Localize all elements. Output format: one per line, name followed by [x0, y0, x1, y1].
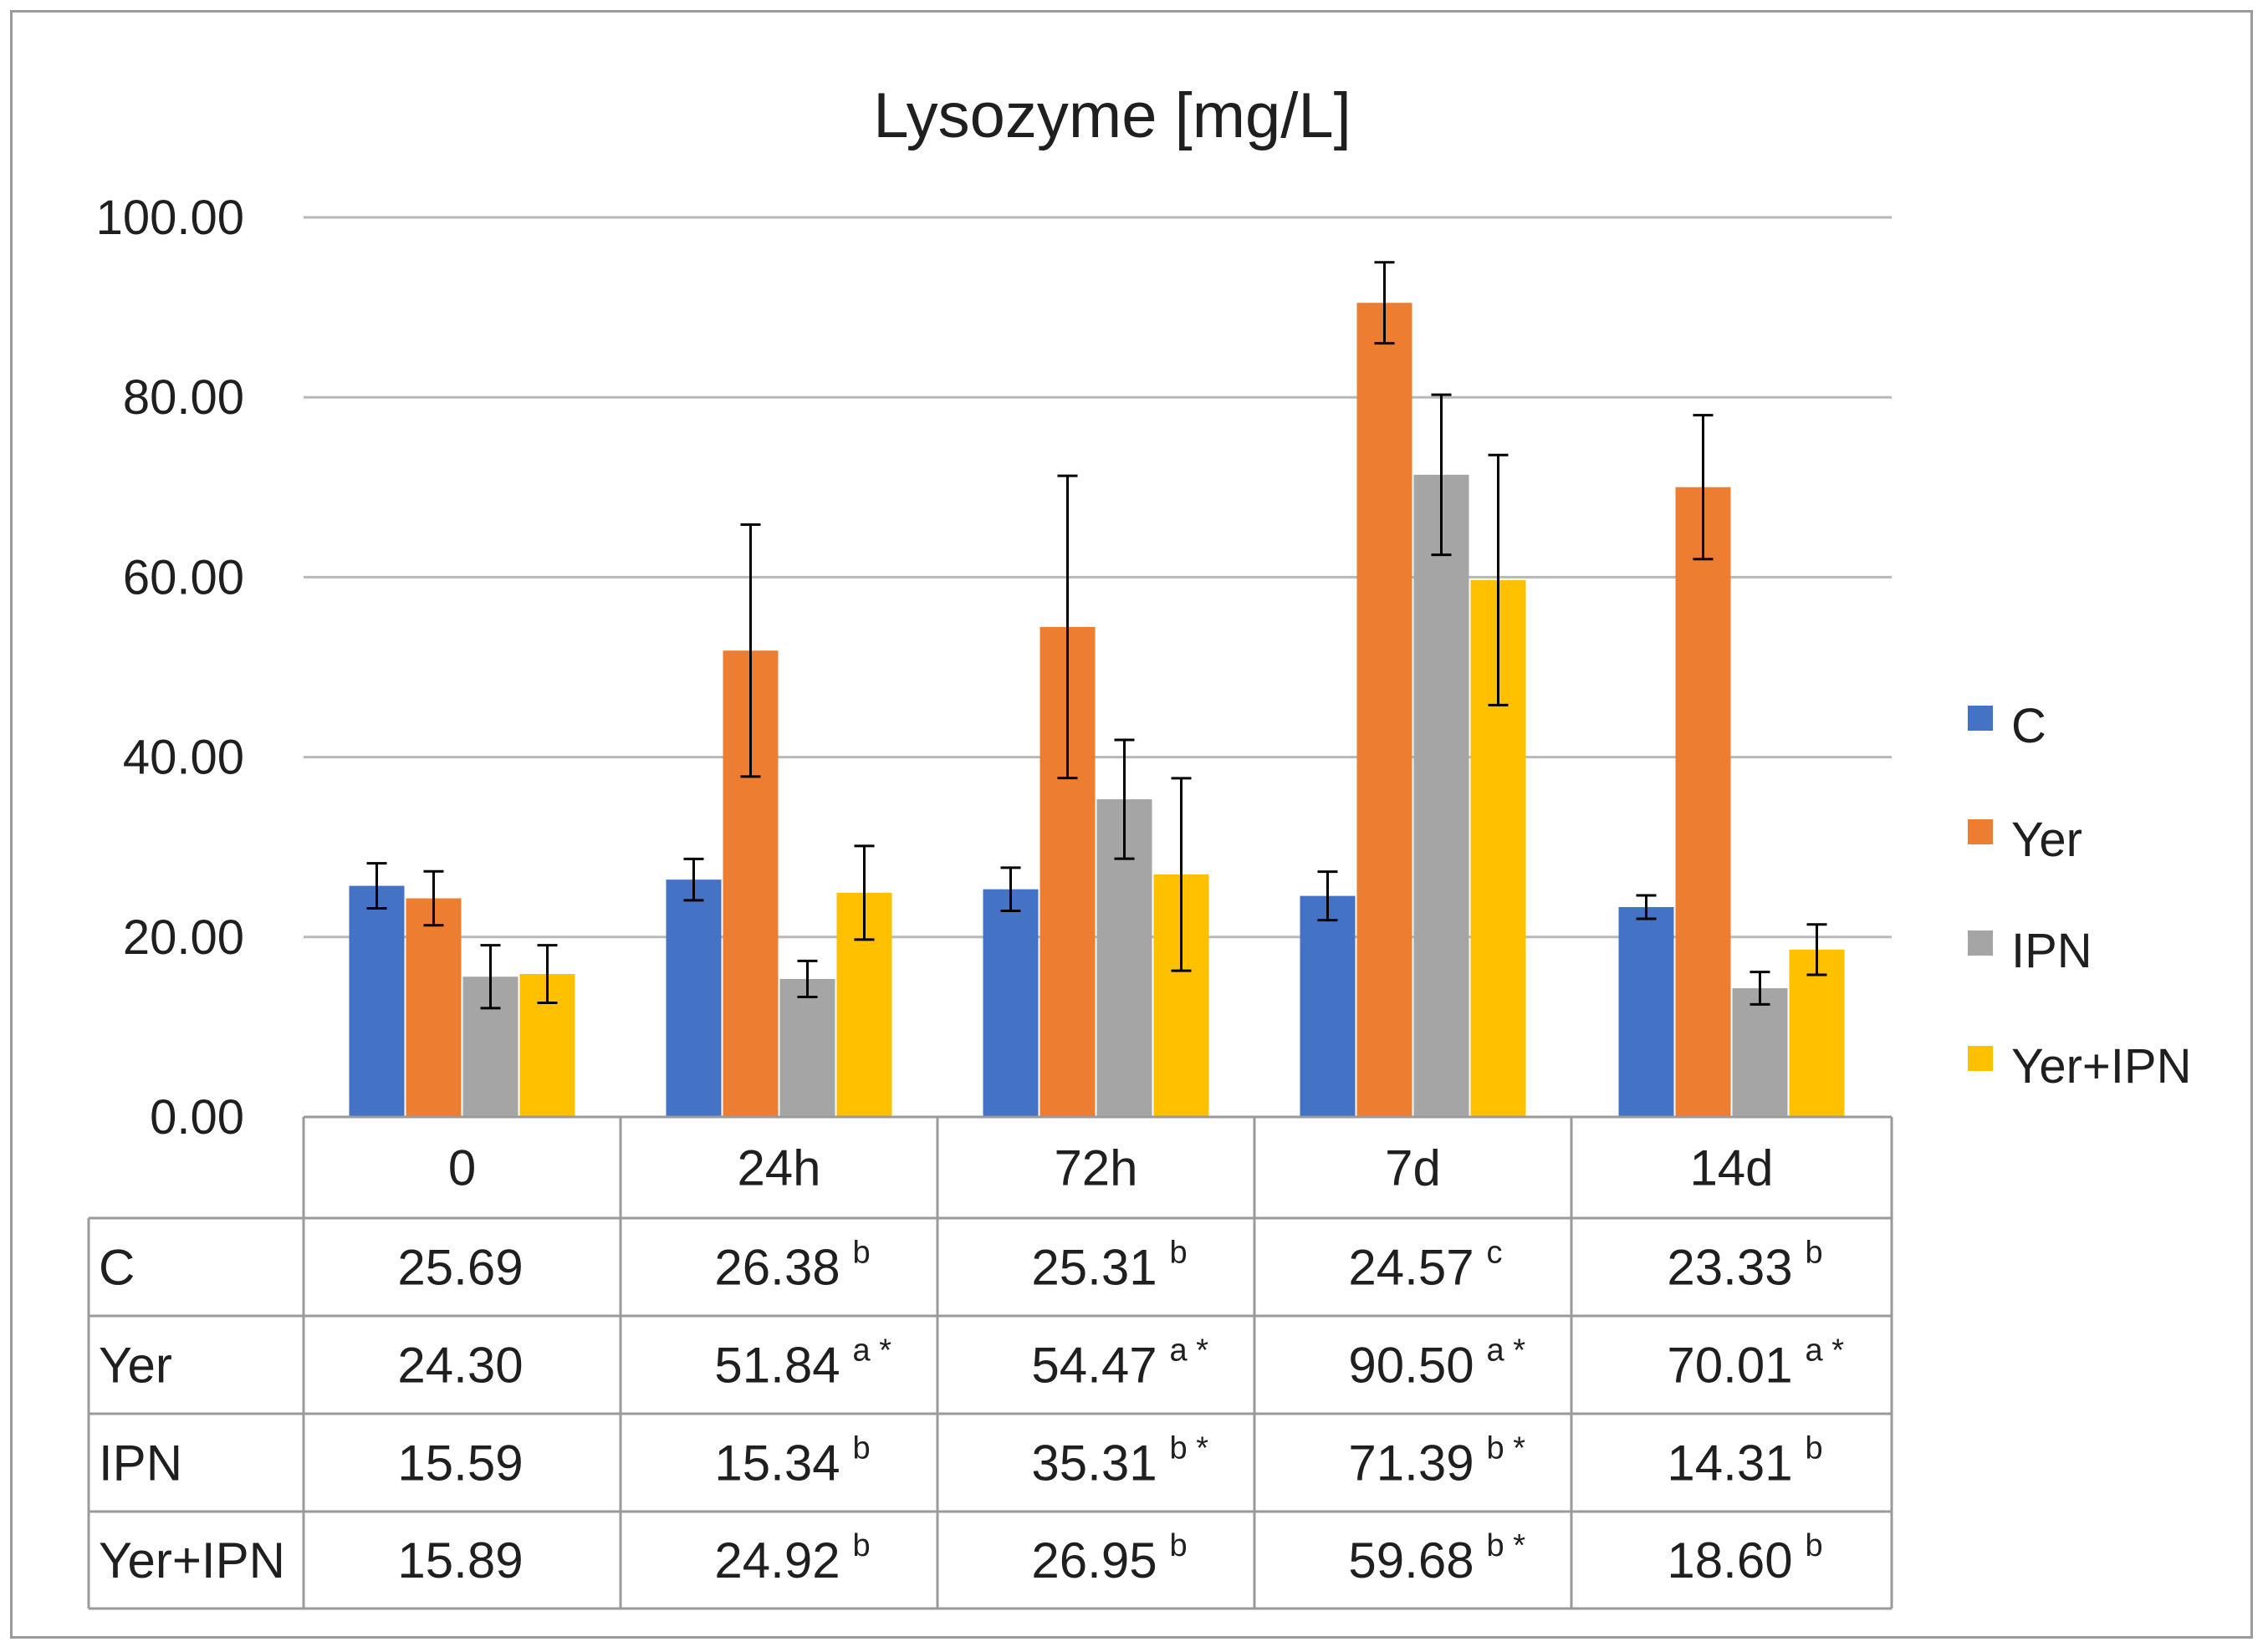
y-axis-ticks: 0.00 20.00 40.00 60.00 80.00 100.00: [96, 191, 244, 1145]
legend-item-yer-ipn: Yer+IPN: [1968, 1039, 2192, 1094]
table-row-label: IPN: [99, 1435, 182, 1491]
legend-swatch: [1968, 1046, 1993, 1071]
bar-c-14d: [1618, 906, 1674, 1117]
y-tick-label: 60.00: [123, 550, 244, 604]
significance-label: a *: [1806, 1333, 1845, 1369]
data-label: 70.01: [1667, 1338, 1792, 1394]
data-label: 25.31: [1031, 1240, 1157, 1296]
legend-label: Yer+IPN: [2011, 1039, 2192, 1094]
bar-c-0: [349, 885, 405, 1117]
data-label: 15.59: [397, 1435, 523, 1491]
bar-c-72h: [983, 889, 1039, 1117]
table-row-label: Yer+IPN: [99, 1532, 285, 1588]
significance-label: b *: [1487, 1431, 1526, 1466]
data-label: 26.38: [714, 1240, 840, 1296]
significance-label: a *: [1170, 1333, 1209, 1369]
significance-label: b: [1170, 1236, 1188, 1271]
error-bars: [366, 261, 1827, 1010]
x-category-label: 7d: [1385, 1140, 1441, 1196]
significance-label: b: [1806, 1528, 1823, 1563]
legend-item-c: C: [1968, 699, 2046, 753]
data-label: 23.33: [1667, 1240, 1792, 1296]
significance-label: b *: [1170, 1431, 1209, 1466]
bar-c-24h: [666, 880, 722, 1117]
bar-yer-0: [406, 898, 462, 1117]
legend-swatch: [1968, 819, 1993, 844]
significance-label: a *: [853, 1333, 892, 1369]
legend-swatch: [1968, 706, 1993, 731]
y-tick-label: 20.00: [123, 910, 244, 965]
significance-label: b: [1170, 1528, 1188, 1563]
legend-item-ipn: IPN: [1968, 924, 2092, 978]
bar-yer-7d: [1356, 303, 1412, 1118]
significance-label: b: [1806, 1431, 1823, 1466]
y-tick-label: 40.00: [123, 731, 244, 785]
data-label: 18.60: [1667, 1532, 1792, 1588]
legend-item-yer: Yer: [1968, 813, 2082, 867]
x-category-label: 24h: [737, 1140, 820, 1196]
data-label: 59.68: [1348, 1532, 1474, 1588]
data-label: 35.31: [1031, 1435, 1157, 1491]
y-tick-label: 80.00: [123, 370, 244, 425]
significance-label: c: [1487, 1236, 1503, 1271]
legend-label: Yer: [2011, 813, 2082, 867]
bar-yer-ipn-14d: [1789, 949, 1845, 1117]
data-label: 15.34: [714, 1435, 840, 1491]
y-tick-label: 100.00: [96, 191, 244, 245]
bar-ipn-14d: [1732, 988, 1788, 1117]
data-label: 51.84: [714, 1338, 840, 1394]
data-label: 25.69: [397, 1240, 523, 1296]
legend-swatch: [1968, 931, 1993, 956]
bar-c-7d: [1300, 895, 1356, 1117]
data-label: 24.92: [714, 1532, 840, 1588]
table-row-label: Yer: [99, 1338, 172, 1394]
x-category-label: 14d: [1689, 1140, 1773, 1196]
significance-label: b: [853, 1528, 871, 1563]
legend-label: C: [2011, 699, 2046, 753]
legend-label: IPN: [2011, 924, 2092, 978]
bars: [349, 303, 1845, 1118]
data-label: 14.31: [1667, 1435, 1792, 1491]
x-category-label: 0: [448, 1140, 476, 1196]
bar-ipn-24h: [779, 978, 835, 1117]
significance-label: b: [853, 1236, 871, 1271]
data-label: 54.47: [1031, 1338, 1157, 1394]
table-row-label: C: [99, 1240, 135, 1296]
bar-ipn-7d: [1413, 474, 1469, 1117]
data-label: 24.57: [1348, 1240, 1474, 1296]
significance-label: a *: [1487, 1333, 1526, 1369]
y-tick-label: 0.00: [150, 1090, 244, 1145]
data-label: 26.95: [1031, 1532, 1157, 1588]
significance-label: b: [853, 1431, 871, 1466]
legend: C Yer IPN Yer+IPN: [1968, 699, 2192, 1094]
data-label: 71.39: [1348, 1435, 1474, 1491]
data-label: 90.50: [1348, 1338, 1474, 1394]
significance-label: b: [1806, 1236, 1823, 1271]
data-label: 24.30: [397, 1338, 523, 1394]
significance-label: b *: [1487, 1528, 1526, 1563]
bar-yer-14d: [1675, 487, 1731, 1117]
chart-title: Lysozyme [mg/L]: [873, 80, 1351, 151]
data-table: 0 24h 72h 7d 14d C 25.69 26.38 b 25.31 b 24.57 c 23.3…: [87, 1115, 1893, 1610]
x-category-label: 72h: [1054, 1140, 1137, 1196]
data-label: 15.89: [397, 1532, 523, 1588]
